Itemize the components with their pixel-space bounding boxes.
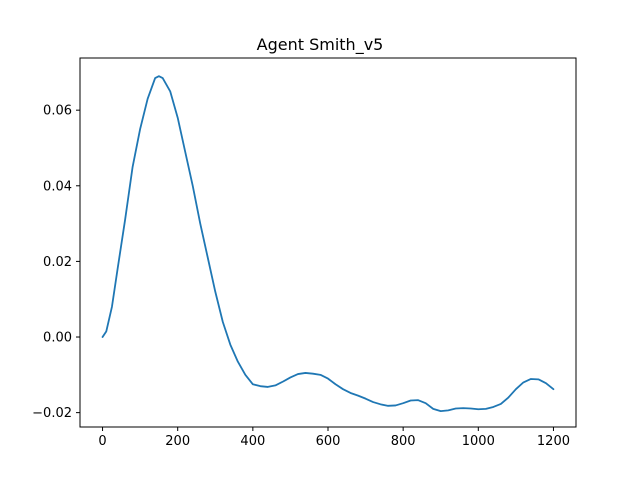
y-tick-label: 0.00: [43, 331, 72, 346]
x-tick-label: 0: [98, 434, 106, 449]
chart-title: Agent Smith_v5: [257, 35, 384, 55]
x-tick-label: 600: [316, 434, 341, 449]
y-tick-label: 0.06: [43, 104, 72, 119]
x-tick-label: 400: [240, 434, 265, 449]
x-tick-label: 1200: [537, 434, 570, 449]
y-tick-label: 0.02: [43, 255, 72, 270]
ticks: 0 200 400 600 800 1000 1200 −0.02 0.00 0.02 0.04 0.…: [32, 104, 570, 449]
series-layer: [101, 75, 555, 413]
x-tick-label: 800: [391, 434, 416, 449]
x-tick-label: 200: [165, 434, 190, 449]
y-tick-label: 0.04: [43, 179, 72, 194]
series-line-0: [101, 75, 555, 413]
y-tick-label: −0.02: [32, 406, 72, 421]
x-tick-label: 1000: [462, 434, 495, 449]
